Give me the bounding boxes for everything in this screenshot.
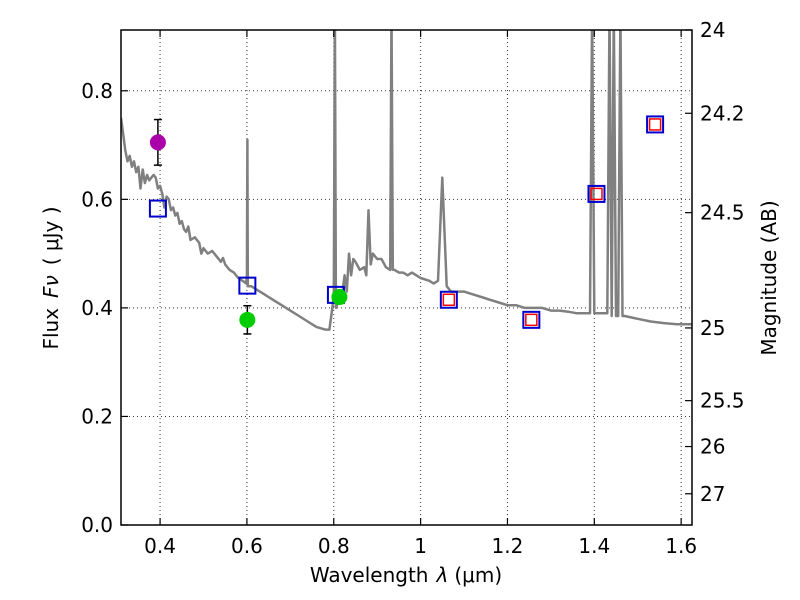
model-point-box	[587, 184, 606, 203]
ticks-layer: 0.4 0.6 0.8 1 1.2 1.4 1.6 0.0 0.2 0.4 0.6 0.8 24 24.2…	[81, 18, 744, 558]
x-axis-title-unit: (μm)	[454, 563, 502, 587]
mag-tick-label: 24.2	[700, 101, 745, 125]
model-spectrum-line	[121, 30, 692, 331]
mag-tick-label: 25.5	[700, 389, 745, 413]
plot-frame	[120, 29, 693, 526]
y-axis-title: Flux Fν ( μJy )	[39, 206, 63, 349]
model-point-inner-box	[648, 118, 662, 131]
x-tick-label: 0.4	[144, 534, 176, 558]
x-tick-label: 1.2	[492, 534, 524, 558]
y-tick-label: 0.2	[81, 404, 113, 428]
model-point-inner-box	[442, 293, 456, 307]
mag-tick-label: 25	[700, 316, 725, 340]
observed-point	[331, 289, 348, 306]
model-photometry-layer	[148, 115, 665, 329]
y-tick-label: 0.8	[81, 79, 113, 103]
mag-tick-label: 24	[700, 18, 725, 42]
y-axis-title-unit: ( μJy )	[39, 206, 63, 265]
y-tick-label: 0.4	[81, 296, 113, 320]
model-point-box	[238, 276, 257, 295]
model-point-inner-box	[590, 187, 603, 201]
x-axis-title: Wavelength λ (μm)	[310, 563, 502, 587]
y-tick-label: 0.6	[81, 187, 113, 211]
x-tick-label: 1	[414, 534, 427, 558]
x-tick-label: 0.6	[231, 534, 263, 558]
y-axis-title-symbol: Fν	[39, 275, 63, 298]
x-tick-label: 0.8	[318, 534, 350, 558]
mag-tick-label: 27	[700, 482, 725, 506]
mag-tick-label: 24.5	[700, 201, 745, 225]
x-tick-label: 1.4	[578, 534, 610, 558]
y2-axis-title: Magnitude (AB)	[757, 200, 781, 355]
y-axis-title-prefix: Flux	[39, 308, 63, 350]
x-axis-title-symbol: λ	[436, 563, 449, 587]
model-point-box	[646, 115, 665, 134]
model-point-box	[439, 290, 458, 309]
mag-tick-label: 26	[700, 435, 725, 459]
observed-point	[149, 134, 166, 151]
model-point-box	[522, 310, 541, 329]
observed-photometry-layer	[149, 118, 348, 335]
model-point-box	[148, 199, 167, 218]
x-axis-title-prefix: Wavelength	[310, 563, 429, 587]
model-point-inner-box	[525, 313, 538, 327]
spectrum-layer	[121, 30, 692, 331]
axes-frame	[120, 29, 693, 526]
x-tick-label: 1.6	[665, 534, 697, 558]
y-tick-label: 0.0	[81, 513, 113, 537]
grid-layer	[121, 30, 692, 526]
observed-point	[239, 311, 256, 328]
